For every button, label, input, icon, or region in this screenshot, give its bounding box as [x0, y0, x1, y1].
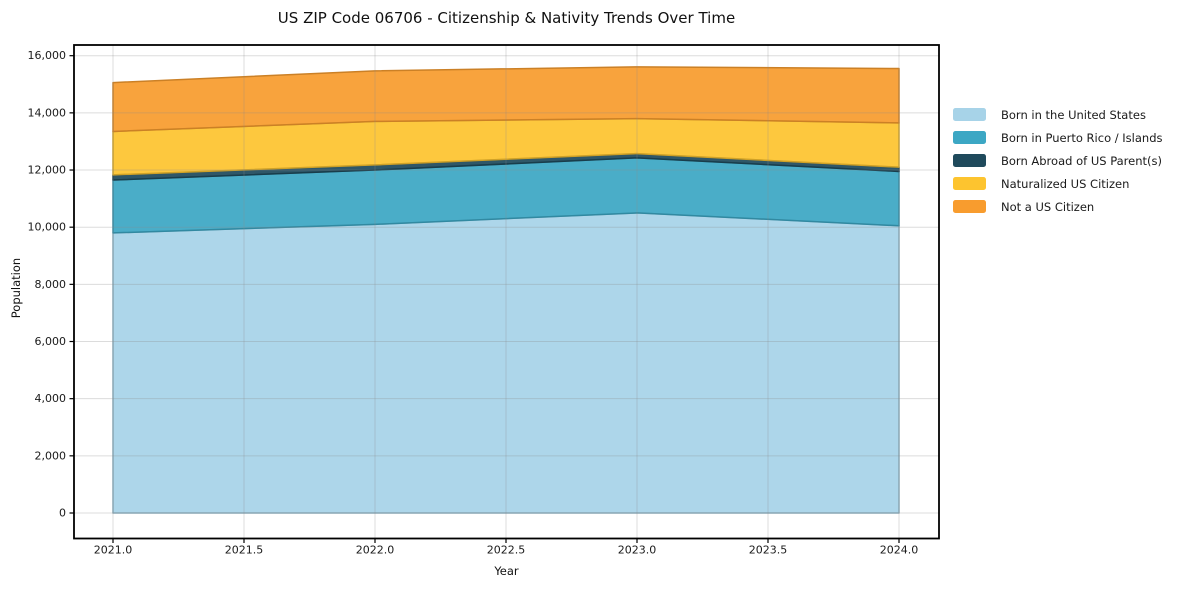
x-tick-label: 2022.0: [356, 544, 395, 557]
legend-item-naturalized-us-citizen: Naturalized US Citizen: [953, 172, 1163, 195]
x-axis-label: Year: [494, 564, 519, 578]
y-tick-label: 8,000: [35, 278, 67, 291]
legend-label: Born Abroad of US Parent(s): [1001, 153, 1162, 168]
legend-swatch: [953, 177, 986, 190]
y-tick-label: 6,000: [35, 335, 67, 348]
legend-item-born-abroad-of-us-parent-s: Born Abroad of US Parent(s): [953, 149, 1163, 172]
legend-item-born-in-puerto-rico-islands: Born in Puerto Rico / Islands: [953, 126, 1163, 149]
legend-label: Naturalized US Citizen: [1001, 176, 1130, 191]
y-tick-label: 0: [59, 507, 66, 520]
legend-label: Born in Puerto Rico / Islands: [1001, 130, 1163, 145]
area-not-a-us-citizen: [112, 66, 900, 133]
legend: Born in the United States Born in Puerto …: [953, 103, 1163, 218]
legend-item-not-a-us-citizen: Not a US Citizen: [953, 195, 1163, 218]
legend-label: Born in the United States: [1001, 107, 1146, 122]
legend-swatch: [953, 154, 986, 167]
chart-title: US ZIP Code 06706 - Citizenship & Nativi…: [277, 9, 736, 27]
y-tick-label: 10,000: [28, 221, 67, 234]
y-tick-label: 12,000: [28, 164, 67, 177]
x-tick-label: 2021.0: [94, 544, 133, 557]
legend-swatch: [953, 108, 986, 121]
legend-swatch: [953, 131, 986, 144]
x-tick-label: 2021.5: [225, 544, 264, 557]
x-tick-label: 2024.0: [880, 544, 919, 557]
y-tick-label: 4,000: [35, 392, 67, 405]
legend-label: Not a US Citizen: [1001, 199, 1095, 214]
y-tick-label: 2,000: [35, 449, 67, 462]
legend-item-born-in-the-united-states: Born in the United States: [953, 103, 1163, 126]
x-tick-label: 2023.0: [618, 544, 657, 557]
legend-swatch: [953, 200, 986, 213]
y-tick-label: 14,000: [28, 106, 67, 119]
y-tick-label: 16,000: [28, 49, 67, 62]
x-tick-label: 2022.5: [487, 544, 526, 557]
x-tick-label: 2023.5: [749, 544, 788, 557]
y-axis-label: Population: [9, 257, 23, 319]
